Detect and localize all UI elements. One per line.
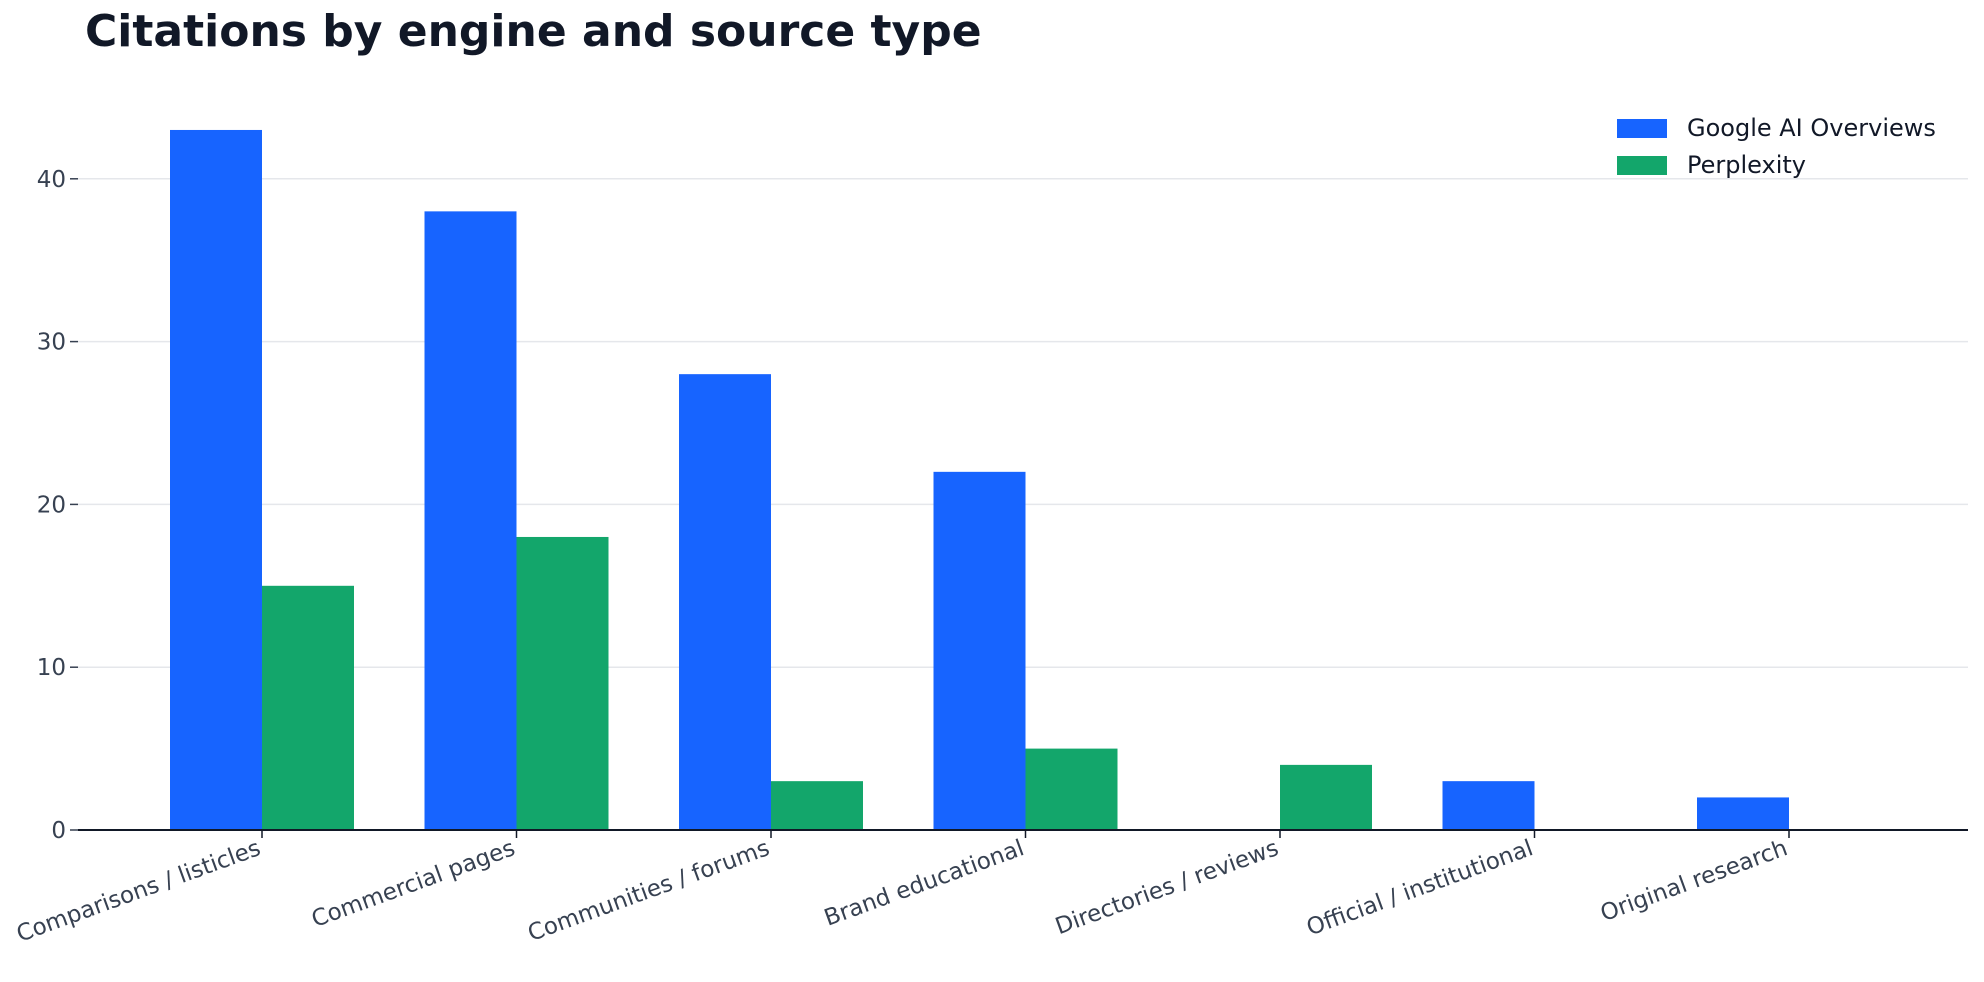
x-tick-label: Brand educational — [821, 835, 1028, 931]
x-tick-label: Official / institutional — [1303, 835, 1536, 941]
bar-google-ai-overviews — [933, 471, 1026, 830]
bar-perplexity — [771, 781, 863, 830]
x-tick-label: Communities / forums — [525, 835, 774, 947]
legend-label: Perplexity — [1687, 151, 1806, 179]
bar-google-ai-overviews — [679, 374, 771, 830]
bars-layer — [170, 129, 1789, 831]
x-tick-label: Original research — [1597, 835, 1791, 927]
bar-perplexity — [516, 536, 609, 830]
legend-swatch — [1617, 156, 1667, 175]
legend-label: Google AI Overviews — [1687, 114, 1936, 142]
chart-title: Citations by engine and source type — [85, 6, 982, 57]
x-tick-label: Commercial pages — [308, 835, 518, 933]
legend: Google AI Overviews Perplexity — [1617, 114, 1936, 179]
bar-perplexity — [1280, 764, 1372, 830]
bar-google-ai-overviews — [1442, 781, 1535, 830]
y-tick-label: 30 — [37, 330, 66, 356]
bar-perplexity — [262, 585, 354, 830]
bar-google-ai-overviews — [170, 129, 262, 830]
bar-google-ai-overviews — [424, 211, 517, 831]
x-tick-label: Comparisons / listicles — [13, 835, 264, 947]
y-tick-label: 40 — [37, 167, 66, 193]
y-tick-label: 0 — [51, 818, 66, 844]
bar-perplexity — [1025, 748, 1118, 830]
legend-swatch — [1617, 119, 1667, 138]
x-tick-label: Directories / reviews — [1052, 835, 1282, 940]
bar-google-ai-overviews — [1697, 797, 1789, 830]
y-tick-label: 20 — [37, 492, 66, 518]
y-tick-label: 10 — [37, 655, 66, 681]
